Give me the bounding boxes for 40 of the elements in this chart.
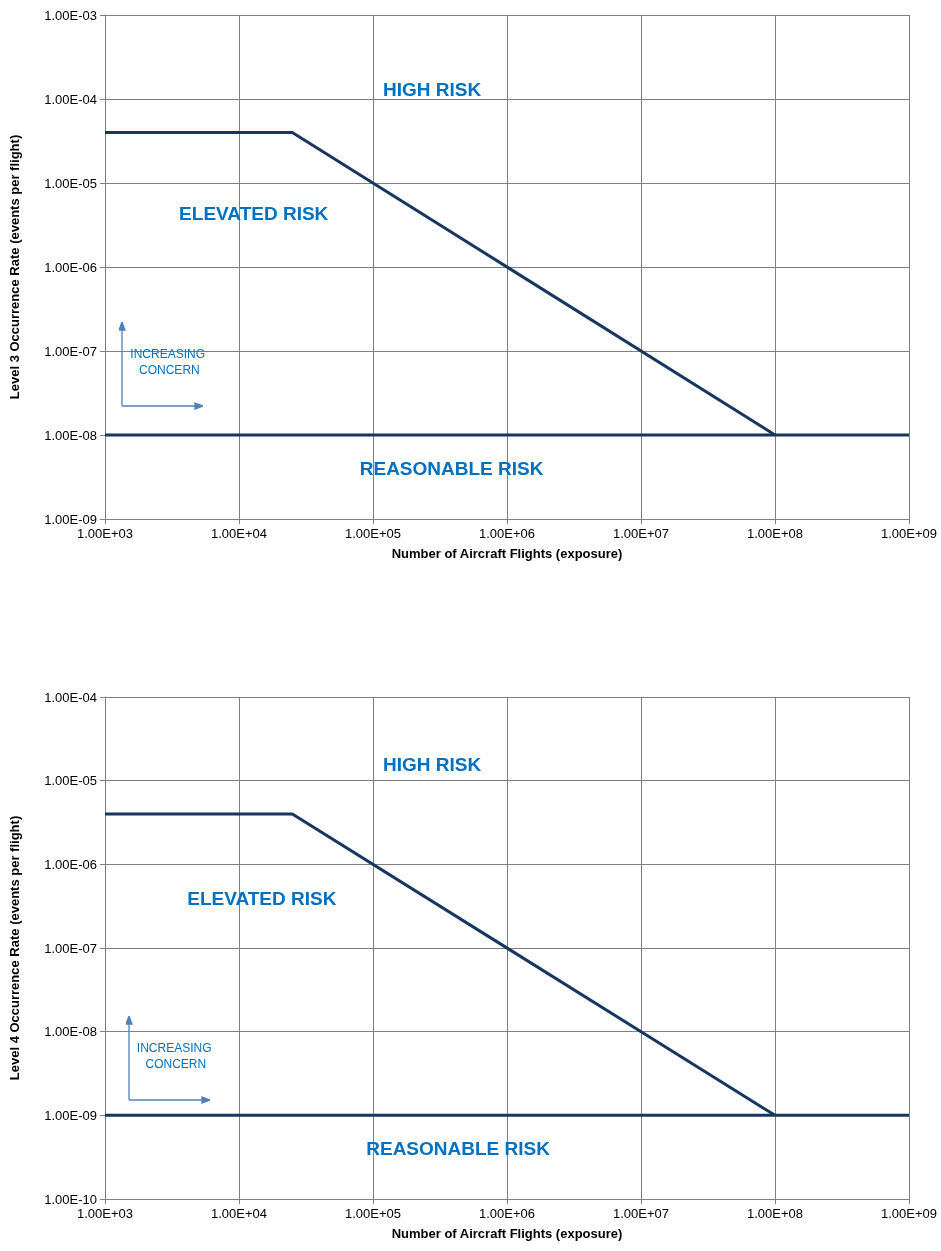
x-tick-label: 1.00E+06	[478, 526, 536, 541]
y-tick-label: 1.00E-10	[44, 1191, 97, 1207]
annotation: ELEVATED RISK	[187, 888, 337, 910]
x-tick-label: 1.00E+08	[746, 526, 804, 541]
x-tick-label: 1.00E+04	[210, 526, 268, 541]
x-axis-title: Number of Aircraft Flights (exposure)	[391, 1226, 623, 1241]
x-tick-label: 1.00E+05	[344, 1206, 402, 1221]
y-tick-label: 1.00E-06	[44, 856, 97, 872]
annotation: REASONABLE RISK	[359, 458, 544, 480]
x-tick-label: 1.00E+07	[612, 526, 670, 541]
x-tick-label: 1.00E+07	[612, 1206, 670, 1221]
y-axis-title: Level 4 Occurrence Rate (events per flight)	[7, 815, 22, 1081]
x-tick-label: 1.00E+03	[76, 1206, 134, 1221]
x-tick-label: 1.00E+04	[210, 1206, 268, 1221]
y-tick-label: 1.00E-07	[44, 940, 97, 956]
y-axis-title: Level 3 Occurrence Rate (events per flight)	[7, 134, 22, 400]
annotation: HIGH RISK	[383, 754, 482, 776]
annotation: INCREASING CONCERN	[130, 346, 209, 377]
y-tick-label: 1.00E-08	[44, 427, 97, 443]
x-tick-label: 1.00E+03	[76, 526, 134, 541]
y-tick-label: 1.00E-08	[44, 1024, 97, 1040]
annotation: HIGH RISK	[383, 78, 482, 100]
x-axis-title: Number of Aircraft Flights (exposure)	[391, 546, 623, 561]
x-tick-label: 1.00E+09	[880, 526, 938, 541]
x-tick-label: 1.00E+08	[746, 1206, 804, 1221]
y-tick-label: 1.00E-07	[44, 343, 97, 359]
y-tick-label: 1.00E-06	[44, 259, 97, 275]
y-tick-label: 1.00E-05	[44, 175, 97, 191]
x-tick-label: 1.00E+06	[478, 1206, 536, 1221]
y-tick-label: 1.00E-04	[44, 689, 97, 705]
annotation: ELEVATED RISK	[179, 202, 329, 224]
y-tick-label: 1.00E-09	[44, 1107, 97, 1123]
y-tick-label: 1.00E-05	[44, 773, 97, 789]
annotation: INCREASING CONCERN	[136, 1040, 215, 1071]
y-tick-label: 1.00E-03	[44, 7, 97, 23]
x-tick-label: 1.00E+05	[344, 526, 402, 541]
annotation: REASONABLE RISK	[366, 1138, 551, 1160]
x-tick-label: 1.00E+09	[880, 1206, 938, 1221]
y-tick-label: 1.00E-09	[44, 511, 97, 527]
y-tick-label: 1.00E-04	[44, 91, 97, 107]
